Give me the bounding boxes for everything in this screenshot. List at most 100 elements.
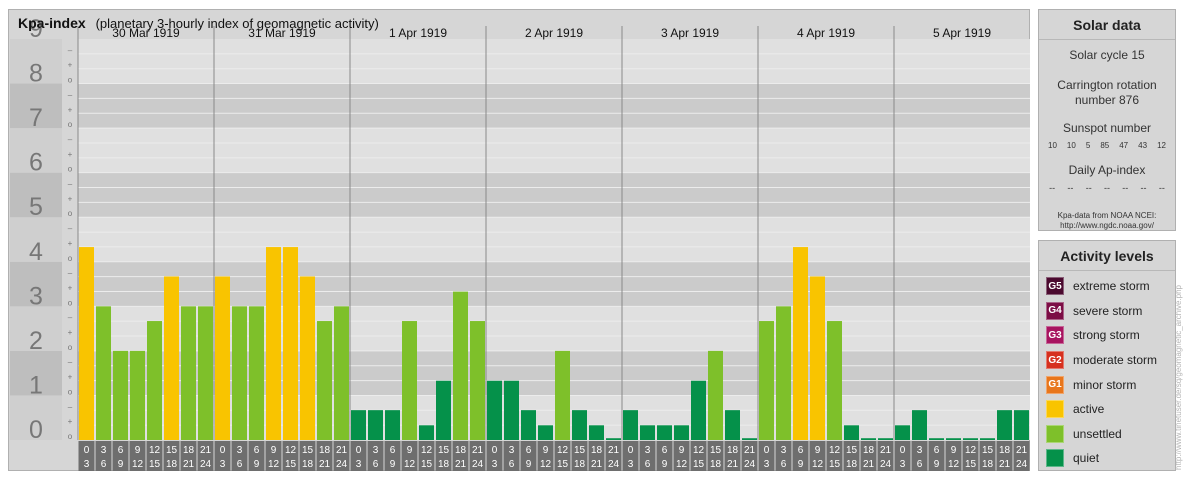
kp-bar xyxy=(980,438,995,440)
interval-cell xyxy=(571,441,588,471)
interval-start-label: 18 xyxy=(727,445,739,456)
y-minor-label: + xyxy=(68,373,73,382)
y-axis-label: 6 xyxy=(29,149,43,177)
interval-start-label: 6 xyxy=(662,445,668,456)
interval-end-label: 12 xyxy=(540,459,552,470)
y-minor-label: o xyxy=(68,298,73,307)
kp-bar xyxy=(215,276,230,440)
interval-start-label: 12 xyxy=(557,445,569,456)
activity-level-item: G1 minor storm xyxy=(1039,372,1175,397)
interval-start-label: 6 xyxy=(390,445,396,456)
interval-cell xyxy=(792,441,809,471)
activity-level-swatch xyxy=(1046,400,1064,419)
activity-level-label: moderate storm xyxy=(1073,353,1158,368)
day-label: 30 Mar 1919 xyxy=(112,26,180,40)
interval-end-label: 15 xyxy=(421,459,433,470)
interval-end-label: 6 xyxy=(509,459,515,470)
sunspot-values: 10 10 5 85 47 43 12 xyxy=(1039,141,1175,150)
activity-level-swatch: G3 xyxy=(1046,326,1064,345)
interval-cell xyxy=(129,441,146,471)
interval-end-label: 9 xyxy=(390,459,396,470)
interval-start-label: 21 xyxy=(880,445,892,456)
kp-bar xyxy=(79,247,94,440)
kpa-chart: 0123456789o+–o+–o+–o+–o+–o+–o+–o+–o+–30 … xyxy=(10,15,1030,471)
interval-cell xyxy=(724,441,741,471)
interval-start-label: 18 xyxy=(183,445,195,456)
ap-values: -- -- -- -- -- -- -- xyxy=(1039,183,1175,193)
interval-cell xyxy=(775,441,792,471)
interval-end-label: 21 xyxy=(183,459,195,470)
interval-end-label: 18 xyxy=(302,459,314,470)
interval-end-label: 18 xyxy=(710,459,722,470)
kp-bar xyxy=(385,410,400,440)
interval-end-label: 9 xyxy=(662,459,668,470)
kp-bar xyxy=(402,321,417,440)
kp-bar xyxy=(623,410,638,440)
interval-cell xyxy=(333,441,350,471)
y-axis-band xyxy=(10,395,62,440)
kp-band xyxy=(78,172,1030,218)
y-axis-label: 3 xyxy=(29,282,43,310)
interval-cell xyxy=(605,441,622,471)
kp-bar xyxy=(1014,410,1029,440)
kp-band xyxy=(78,39,1030,84)
interval-cell xyxy=(384,441,401,471)
activity-level-swatch: G2 xyxy=(1046,351,1064,370)
y-minor-label: + xyxy=(68,194,73,203)
source-line-2: http://www.ngdc.noaa.gov/ xyxy=(1060,221,1154,230)
interval-cell xyxy=(78,441,95,471)
interval-start-label: 9 xyxy=(951,445,957,456)
interval-start-label: 0 xyxy=(220,445,226,456)
activity-level-item: G2 moderate storm xyxy=(1039,348,1175,373)
activity-level-swatch xyxy=(1046,449,1064,468)
interval-start-label: 15 xyxy=(302,445,314,456)
interval-start-label: 18 xyxy=(455,445,467,456)
interval-start-label: 6 xyxy=(118,445,124,456)
kp-bar xyxy=(198,306,213,440)
kp-bar xyxy=(555,350,570,440)
interval-end-label: 21 xyxy=(863,459,875,470)
sunspot-value: 43 xyxy=(1138,141,1148,150)
interval-end-label: 12 xyxy=(132,459,144,470)
interval-cell xyxy=(163,441,180,471)
interval-start-label: 3 xyxy=(237,445,243,456)
y-minor-label: – xyxy=(68,402,73,411)
activity-level-label: strong storm xyxy=(1073,328,1140,343)
interval-start-label: 18 xyxy=(863,445,875,456)
interval-cell xyxy=(95,441,112,471)
interval-end-label: 12 xyxy=(676,459,688,470)
day-label: 1 Apr 1919 xyxy=(389,26,447,40)
interval-end-label: 24 xyxy=(336,459,348,470)
interval-start-label: 21 xyxy=(472,445,484,456)
sunspot-label: Sunspot number xyxy=(1062,121,1152,135)
interval-start-label: 12 xyxy=(829,445,841,456)
interval-start-label: 15 xyxy=(574,445,586,456)
y-axis-band xyxy=(10,261,62,307)
interval-end-label: 12 xyxy=(404,459,416,470)
interval-cell xyxy=(554,441,571,471)
interval-end-label: 9 xyxy=(118,459,124,470)
interval-cell xyxy=(639,441,656,471)
ap-value: -- xyxy=(1049,183,1056,193)
interval-start-label: 21 xyxy=(200,445,212,456)
interval-end-label: 12 xyxy=(268,459,280,470)
interval-cell xyxy=(843,441,860,471)
interval-end-label: 18 xyxy=(166,459,178,470)
kp-band xyxy=(78,217,1030,262)
kp-bar xyxy=(810,276,825,440)
y-minor-label: – xyxy=(68,90,73,99)
activity-level-label: active xyxy=(1073,402,1105,417)
watermark: http://www.tinetuser.de/sq/geomagnetic_a… xyxy=(1174,285,1183,470)
interval-start-label: 12 xyxy=(965,445,977,456)
kp-bar xyxy=(674,425,689,440)
interval-start-label: 12 xyxy=(693,445,705,456)
interval-start-label: 15 xyxy=(982,445,994,456)
y-minor-label: + xyxy=(68,150,73,159)
y-axis-label: 5 xyxy=(29,193,43,221)
kp-bar xyxy=(487,380,502,440)
y-minor-label: – xyxy=(68,358,73,367)
interval-start-label: 0 xyxy=(356,445,362,456)
day-label: 4 Apr 1919 xyxy=(797,26,855,40)
interval-end-label: 3 xyxy=(356,459,362,470)
interval-end-label: 3 xyxy=(220,459,226,470)
